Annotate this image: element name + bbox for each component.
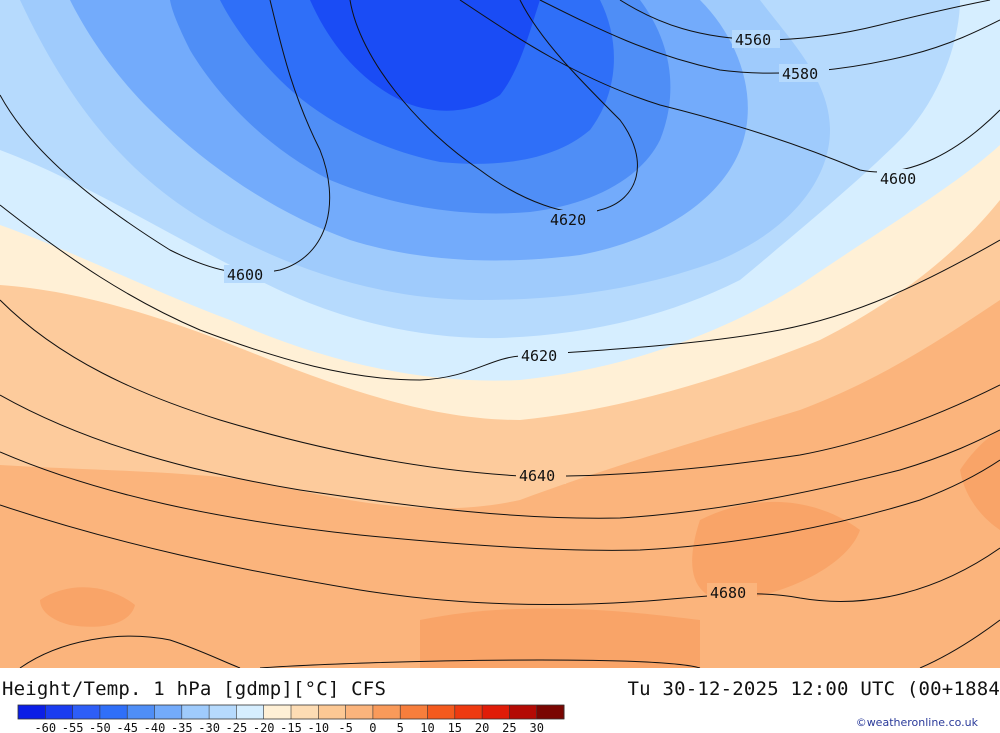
legend-tick-label: -55 [62,721,84,733]
contour-4600-left [0,0,331,274]
legend-tick-label: -60 [34,721,56,733]
legend-swatch [263,705,292,719]
legend-swatch [536,705,565,719]
legend-swatch [427,705,456,719]
legend-tick-label: 20 [475,721,489,733]
temp-patch-5d [420,608,700,668]
legend-swatch [345,705,374,719]
legend-swatch [209,705,237,719]
legend-swatch [509,705,538,719]
legend-swatch [291,705,319,719]
contour-label-4580: 4580 [782,65,818,83]
legend-tick-label: -50 [89,721,111,733]
legend-tick-label: 30 [529,721,543,733]
contour-label-4680: 4680 [710,584,746,602]
legend-tick-label: 0 [369,721,376,733]
contour-4560 [619,0,991,41]
map-footer [0,668,1000,733]
legend-swatch [372,705,401,719]
legend-swatch [454,705,483,719]
legend-tick-label: -40 [144,721,166,733]
contour-4620-mid [0,204,1000,381]
weather-map: 4560 4580 4600 4620 4600 4620 4640 4680 [0,0,1000,668]
legend-tick-label: -30 [198,721,220,733]
contour-labels: 4560 4580 4600 4620 4600 4620 4640 4680 [224,30,927,602]
legend-tick-label: -15 [280,721,302,733]
legend-tick-label: -10 [307,721,329,733]
legend-swatch [45,705,74,719]
legend-swatch [127,705,155,719]
temp-patch-5b [960,430,1000,530]
legend-swatch [99,705,128,719]
legend-swatch [236,705,265,719]
legend-tick-label: 15 [448,721,462,733]
contour-4700 [259,659,701,668]
legend-swatch [400,705,428,719]
legend-tick-label: -35 [171,721,193,733]
temp-band-minus50 [310,0,540,111]
temp-patch-5c [40,587,135,627]
contour-label-4560: 4560 [735,31,771,49]
map-title: Height/Temp. 1 hPa [gdmp][°C] CFS [2,678,387,700]
legend-swatch [154,705,183,719]
legend-tick-label: -45 [116,721,138,733]
credit-link[interactable]: ©weatheronline.co.uk [855,716,978,729]
temperature-legend: -60 -55 -50 -45 -40 -35 -30 -25 -20 -15 -10 -5 0 5 10 1… [17,704,565,733]
contour-4660 [0,451,1000,551]
legend-tick-label: 25 [502,721,516,733]
legend-tick-label: -5 [338,721,352,733]
contour-4640-b [0,394,1000,519]
contour-4680-a [0,504,1000,606]
contour-label-4600-right: 4600 [880,170,916,188]
contour-label-4620-mid: 4620 [521,347,557,365]
legend-swatch [181,705,210,719]
legend-tick-label: -20 [253,721,275,733]
legend-swatch [482,705,510,719]
legend-swatches [17,704,565,720]
legend-swatch [318,705,347,719]
legend-ticks: -60 -55 -50 -45 -40 -35 -30 -25 -20 -15 -10 -5 0 5 10 1… [34,705,544,733]
contour-4700-right [919,619,1000,668]
legend-swatch [18,705,46,719]
contour-4600-right [459,0,1000,173]
contour-label-4640: 4640 [519,467,555,485]
contour-4680-b [19,635,241,668]
contour-label-4620-upper: 4620 [550,211,586,229]
contour-label-4600-left: 4600 [227,266,263,284]
valid-time: Tu 30-12-2025 12:00 UTC (00+1884 [627,678,1000,700]
legend-tick-label: -25 [226,721,248,733]
legend-swatch [72,705,101,719]
legend-tick-label: 10 [420,721,434,733]
legend-tick-label: 5 [397,721,404,733]
